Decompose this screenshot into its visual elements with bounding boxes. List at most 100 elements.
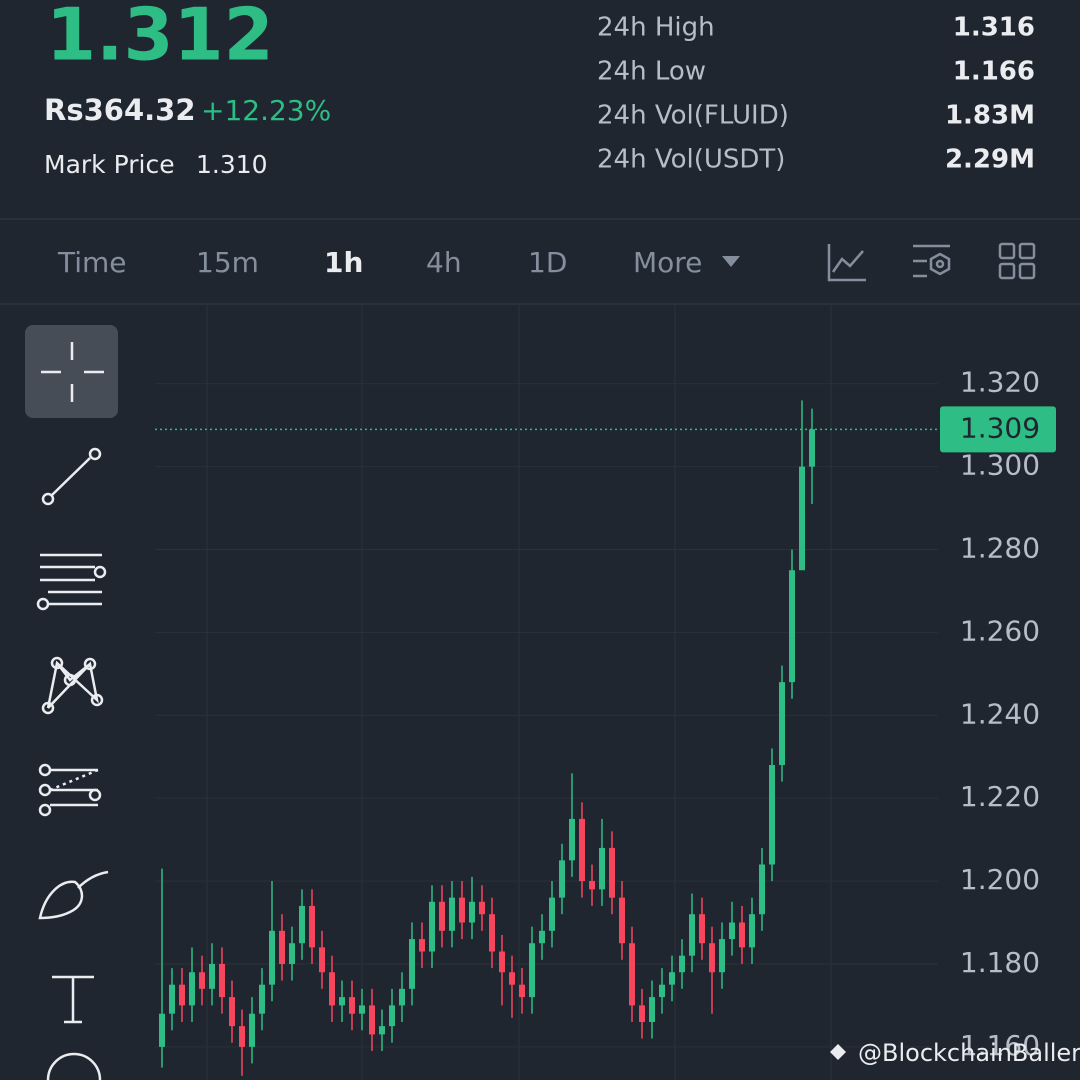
candle-body xyxy=(489,914,495,952)
candle-body xyxy=(599,847,605,890)
candle-body xyxy=(679,955,685,973)
layout-icon[interactable] xyxy=(998,242,1036,280)
candle-body xyxy=(709,943,715,973)
local-price: Rs364.32 xyxy=(44,93,196,127)
candle-body xyxy=(769,765,775,865)
candle-body xyxy=(259,984,265,1014)
candle-body xyxy=(589,881,595,890)
horizontal-line-tool[interactable] xyxy=(36,553,107,611)
candle-body xyxy=(439,901,445,931)
indicator-icon[interactable] xyxy=(827,244,866,282)
candle-body xyxy=(339,997,345,1006)
candle-body xyxy=(779,682,785,766)
candle-body xyxy=(239,1026,245,1047)
dropdown-arrow xyxy=(722,256,740,267)
candle-body xyxy=(689,914,695,956)
candle-body xyxy=(389,1005,395,1027)
candle-body xyxy=(189,972,195,1006)
last-price: 1.312 xyxy=(46,0,274,77)
candle-body xyxy=(329,972,335,1006)
candle-body xyxy=(409,939,415,989)
y-tick-label: 1.320 xyxy=(960,366,1040,399)
candle-body xyxy=(639,1005,645,1022)
candle-body xyxy=(469,901,475,923)
candle-body xyxy=(719,939,725,973)
candle-body xyxy=(499,951,505,973)
candle-body xyxy=(279,930,285,964)
stat-label: 24h High xyxy=(597,13,715,43)
candle-body xyxy=(249,1013,255,1047)
candle-body xyxy=(479,901,485,915)
fib-tool[interactable] xyxy=(38,763,102,817)
tab[interactable]: 1h xyxy=(324,246,363,279)
candle-body xyxy=(319,947,325,973)
candle-body xyxy=(579,818,585,882)
candle-body xyxy=(559,860,565,898)
brush-tool[interactable] xyxy=(38,870,109,920)
candle-body xyxy=(459,897,465,923)
candle-body xyxy=(549,897,555,931)
y-tick-label: 1.200 xyxy=(960,863,1040,896)
stat-label: 24h Vol(FLUID) xyxy=(597,101,789,131)
price-tag-label: 1.309 xyxy=(960,411,1040,444)
text-tool[interactable] xyxy=(52,975,94,1024)
candle-body xyxy=(619,897,625,944)
candle-body xyxy=(369,1005,375,1035)
y-tick-label: 1.280 xyxy=(960,532,1040,565)
stat-value: 1.83M xyxy=(945,101,1035,131)
candle-body xyxy=(299,905,305,944)
candle-body xyxy=(729,922,735,940)
line-tool[interactable] xyxy=(41,447,102,506)
candle-body xyxy=(289,943,295,964)
candle-body xyxy=(509,972,515,985)
candle-body xyxy=(629,943,635,1006)
candle-body xyxy=(669,972,675,985)
candle-body xyxy=(309,905,315,948)
candle-body xyxy=(529,943,535,998)
candle-body xyxy=(269,930,275,985)
settings-icon[interactable] xyxy=(913,244,951,278)
stat-label: 24h Vol(USDT) xyxy=(597,145,785,175)
candle-body xyxy=(699,914,705,944)
candle-body xyxy=(609,847,615,898)
stat-value: 2.29M xyxy=(945,145,1035,175)
y-tick-label: 1.220 xyxy=(960,780,1040,813)
candle-body xyxy=(169,984,175,1014)
tab[interactable]: 1D xyxy=(528,246,567,279)
candle-body xyxy=(759,864,765,915)
candle-body xyxy=(349,997,355,1014)
candle-body xyxy=(219,963,225,998)
candle-body xyxy=(749,914,755,948)
candle-body xyxy=(539,930,545,944)
crosshair-tool[interactable] xyxy=(25,325,118,418)
candle-body xyxy=(519,984,525,998)
price-tag xyxy=(940,406,1056,453)
candle-body xyxy=(229,997,235,1027)
tab[interactable]: Time xyxy=(57,246,127,279)
candle-body xyxy=(449,897,455,931)
candle-body xyxy=(809,429,815,467)
watermark: @BlockchainBaller xyxy=(830,1039,1080,1067)
candle-body xyxy=(429,901,435,952)
candle-body xyxy=(379,1026,385,1035)
mark-price: 1.310 xyxy=(196,150,268,179)
change: +12.23% xyxy=(201,94,331,127)
pattern-tool[interactable] xyxy=(41,656,104,715)
candle-body xyxy=(359,1005,365,1014)
stat-label: 24h Low xyxy=(597,57,706,87)
candle-body xyxy=(649,997,655,1022)
divider xyxy=(0,303,1080,305)
y-tick-label: 1.260 xyxy=(960,614,1040,647)
tab[interactable]: 4h xyxy=(426,246,462,279)
more-tool[interactable] xyxy=(46,1052,102,1080)
y-tick-label: 1.180 xyxy=(960,946,1040,979)
tab[interactable]: 15m xyxy=(196,246,259,279)
candle-body xyxy=(179,984,185,1006)
tab[interactable]: More xyxy=(633,246,702,279)
watermark-text: @BlockchainBaller xyxy=(858,1039,1080,1067)
candle-body xyxy=(199,972,205,989)
y-tick-label: 1.300 xyxy=(960,449,1040,482)
